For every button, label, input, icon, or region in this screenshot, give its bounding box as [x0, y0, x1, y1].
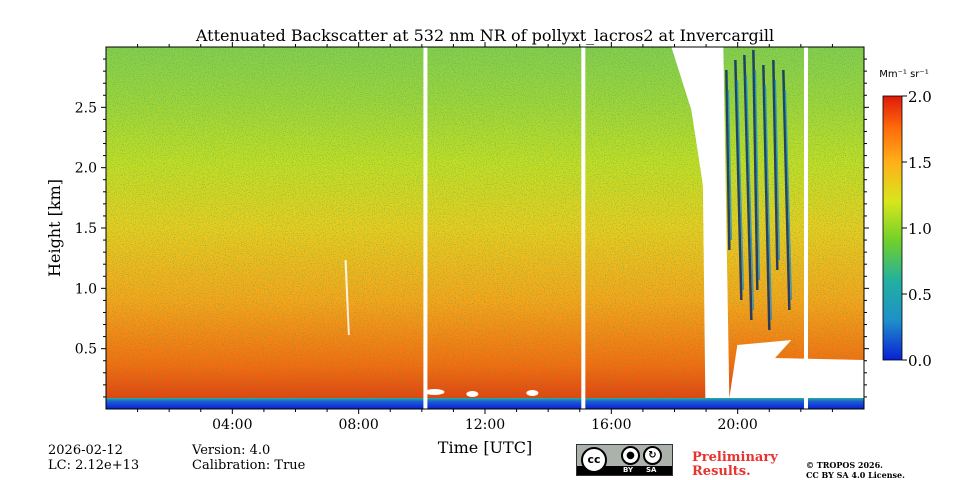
chart-title: Attenuated Backscatter at 532 nm NR of p… [195, 26, 774, 45]
cloud-streak-edge [764, 84, 773, 321]
data-gap-stripe [803, 47, 808, 409]
x-tick-label: 04:00 [212, 417, 252, 433]
colorbar-unit: Mm⁻¹ sr⁻¹ [879, 69, 928, 80]
cloud-streak-edge [754, 69, 761, 281]
x-tick-label: 12:00 [465, 417, 505, 433]
cloud-event [344, 47, 864, 398]
cloud-streak [762, 64, 771, 331]
cloud-streak-edge [774, 79, 781, 261]
x-tick-label: 08:00 [338, 417, 378, 433]
footer-lc: LC: 2.12e+13 [48, 458, 140, 473]
cc-badge-strip [577, 466, 672, 475]
preliminary-line2: Results. [692, 464, 751, 479]
copyright-line2: CC BY SA 4.0 License. [806, 470, 905, 480]
cloud-void-upper [671, 47, 716, 240]
colorbar-tick-label: 1.5 [908, 154, 932, 172]
cloud-streak-edge [727, 89, 733, 241]
colorbar-tick-label: 0.5 [908, 286, 932, 304]
by-label: BY [623, 466, 634, 474]
colorbar [882, 95, 903, 361]
cloud-streak-edge [745, 74, 755, 311]
near-ground-layer [106, 398, 864, 409]
colorbar-tick-label: 2.0 [908, 88, 932, 106]
data-gaps [423, 47, 808, 409]
near-ground-void [526, 390, 539, 396]
footer-version: Version: 4.0 [192, 443, 271, 458]
cloud-streak [782, 69, 791, 311]
sa-label: SA [646, 466, 657, 474]
data-gap-stripe [581, 47, 586, 409]
near-ground-void [466, 391, 479, 397]
x-tick-label: 20:00 [717, 417, 757, 433]
sa-share-icon: ↻ [643, 446, 662, 465]
by-person-icon: ● [621, 446, 640, 465]
aerosol-void-streak [344, 260, 350, 335]
y-tick-label: 1.5 [75, 221, 97, 237]
cloud-streak-edge [736, 79, 745, 291]
cc-icon-text: cc [587, 453, 601, 466]
cloud-streak [752, 49, 759, 291]
plot-area [106, 47, 864, 409]
cc-license-badge: cc ● ↻ BY SA [576, 444, 673, 476]
y-tick-label: 2.0 [75, 161, 97, 177]
cloud-void-lower [729, 340, 864, 398]
data-gap-stripe [423, 47, 428, 409]
near-ground-void [424, 389, 445, 395]
cc-icon: cc [581, 447, 607, 473]
footer-calibration: Calibration: True [192, 458, 306, 473]
footer-date: 2026-02-12 [48, 443, 123, 458]
y-tick-label: 2.5 [75, 100, 97, 116]
y-tick-label: 0.5 [75, 342, 97, 358]
copyright-line1: © TROPOS 2026. [806, 460, 883, 470]
cloud-streak [725, 69, 731, 251]
y-tick-label: 1.0 [75, 281, 97, 297]
preliminary-line1: Preliminary [692, 450, 778, 465]
cloud-streak [743, 54, 753, 321]
cloud-streak-edge [784, 89, 793, 301]
y-axis-label: Height [km] [45, 179, 64, 277]
colorbar-tick-label: 0.0 [908, 352, 932, 370]
cloud-streak [772, 59, 779, 271]
y-axis: 0.5 1.0 1.5 2.0 2.5 [75, 58, 869, 398]
x-axis-label: Time [UTC] [438, 438, 532, 457]
x-tick-label: 16:00 [591, 417, 631, 433]
colorbar-ticks: 0.0 0.5 1.0 1.5 2.0 [902, 88, 932, 370]
colorbar-tick-label: 1.0 [908, 220, 932, 238]
x-axis: 04:00 08:00 12:00 16:00 20:00 [137, 42, 833, 433]
cloud-streak [734, 59, 743, 301]
